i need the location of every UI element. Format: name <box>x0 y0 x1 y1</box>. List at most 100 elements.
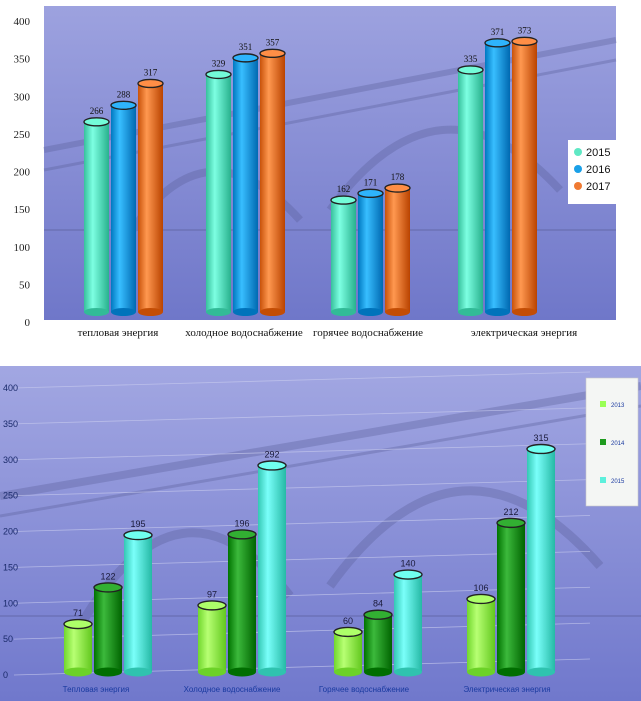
chart-bottom: 0 50 100 150 200 250 300 350 400 71 122 195 97 196 29… <box>0 366 641 701</box>
bar-body <box>94 587 122 672</box>
legend-marker <box>600 477 606 483</box>
data-label: 196 <box>234 518 249 528</box>
bar-top <box>363 609 393 620</box>
bar-base <box>358 308 383 316</box>
y-tick-label: 50 <box>3 634 13 644</box>
category-label: горячее водоснабжение <box>313 327 423 339</box>
bar-top <box>384 183 411 193</box>
bar-2013-1 <box>197 600 227 677</box>
y-tick-label: 400 <box>14 16 31 28</box>
data-label: 171 <box>364 177 378 187</box>
data-label: 357 <box>266 37 280 47</box>
bar-base <box>111 308 136 316</box>
bar-top <box>232 53 259 63</box>
bar-base <box>260 308 285 316</box>
bar-top <box>257 460 287 471</box>
bar-top <box>484 38 511 48</box>
data-label: 351 <box>239 42 253 52</box>
data-label: 335 <box>464 54 478 64</box>
bar-base <box>331 308 356 316</box>
bar-base <box>206 308 231 316</box>
y-tick-label: 400 <box>3 383 18 393</box>
data-label: 71 <box>73 608 83 618</box>
bar-body <box>497 522 525 672</box>
data-label: 106 <box>473 583 488 593</box>
y-tick-label: 150 <box>14 204 31 216</box>
category-label: Тепловая энергия <box>63 685 130 694</box>
data-label: 315 <box>533 433 548 443</box>
legend-marker <box>600 439 606 445</box>
y-tick-label: 300 <box>3 455 18 465</box>
bar-body <box>527 448 555 672</box>
bar-top <box>83 117 110 127</box>
data-label: 140 <box>400 559 415 569</box>
bar-body <box>198 605 226 672</box>
bar-2017-0 <box>137 78 164 316</box>
bar-top <box>123 529 153 541</box>
data-label: 373 <box>518 25 532 35</box>
bar-base <box>64 667 92 677</box>
legend-marker <box>574 182 582 190</box>
gridline <box>13 550 591 568</box>
bar-base <box>228 667 256 677</box>
bar-top <box>357 188 384 199</box>
bar-top <box>197 600 227 611</box>
legend-label: 2017 <box>586 181 610 193</box>
y-tick-label: 200 <box>3 527 18 537</box>
category-label: Холодное водоснабжение <box>184 685 281 694</box>
bar-top <box>110 100 137 110</box>
data-label: 266 <box>90 106 104 116</box>
y-tick-label: 250 <box>3 491 18 501</box>
bar-top <box>466 593 496 605</box>
y-tick-label: 0 <box>3 670 8 680</box>
bar-2014-3 <box>496 517 526 677</box>
bar-2016-2 <box>357 188 384 316</box>
legend: 2013 2014 2015 <box>585 377 639 507</box>
bar-top <box>333 626 363 638</box>
bar-top <box>205 69 232 80</box>
y-tick-label: 50 <box>19 279 31 291</box>
bar-top <box>511 36 538 47</box>
bar-body <box>64 624 92 672</box>
bar-body <box>485 42 510 312</box>
bar-base <box>394 667 422 677</box>
bar-body <box>331 200 356 312</box>
legend-marker <box>574 148 582 156</box>
data-label: 122 <box>100 571 115 581</box>
gridline <box>13 371 591 389</box>
bar-body <box>358 193 383 312</box>
data-label: 329 <box>212 58 226 68</box>
bar-base <box>467 667 495 677</box>
bar-body <box>394 574 422 672</box>
bar-base <box>385 308 410 316</box>
y-tick-label: 300 <box>14 91 31 103</box>
bar-base <box>364 667 392 677</box>
bar-body <box>84 121 109 313</box>
bar-2015-2 <box>393 569 423 677</box>
bar-base <box>334 667 362 677</box>
data-label: 317 <box>144 67 158 77</box>
data-label: 84 <box>373 599 383 609</box>
y-tick-label: 200 <box>14 167 31 179</box>
y-tick-label: 350 <box>14 54 31 66</box>
bar-2015-1 <box>205 69 232 316</box>
bar-2015-1 <box>257 460 287 677</box>
legend-label: 2013 <box>611 403 625 409</box>
bar-top <box>259 48 286 59</box>
bar-base <box>124 667 152 677</box>
bar-body <box>364 614 392 672</box>
legend-marker <box>574 165 582 173</box>
data-label: 195 <box>130 519 145 529</box>
data-label: 371 <box>491 27 505 37</box>
bar-top <box>526 443 556 455</box>
category-label: тепловая энергия <box>78 327 159 339</box>
gridline <box>13 443 591 461</box>
bar-2013-2 <box>333 626 363 677</box>
bar-body <box>124 535 152 672</box>
bar-base <box>233 308 258 316</box>
bar-2017-2 <box>384 183 411 316</box>
y-tick-label: 350 <box>3 419 18 429</box>
chart-top: 0 50 100 150 200 250 300 350 400 266 288 317 329 351… <box>14 6 617 339</box>
gridline <box>13 479 591 497</box>
category-label: электрическая энергия <box>471 327 577 339</box>
